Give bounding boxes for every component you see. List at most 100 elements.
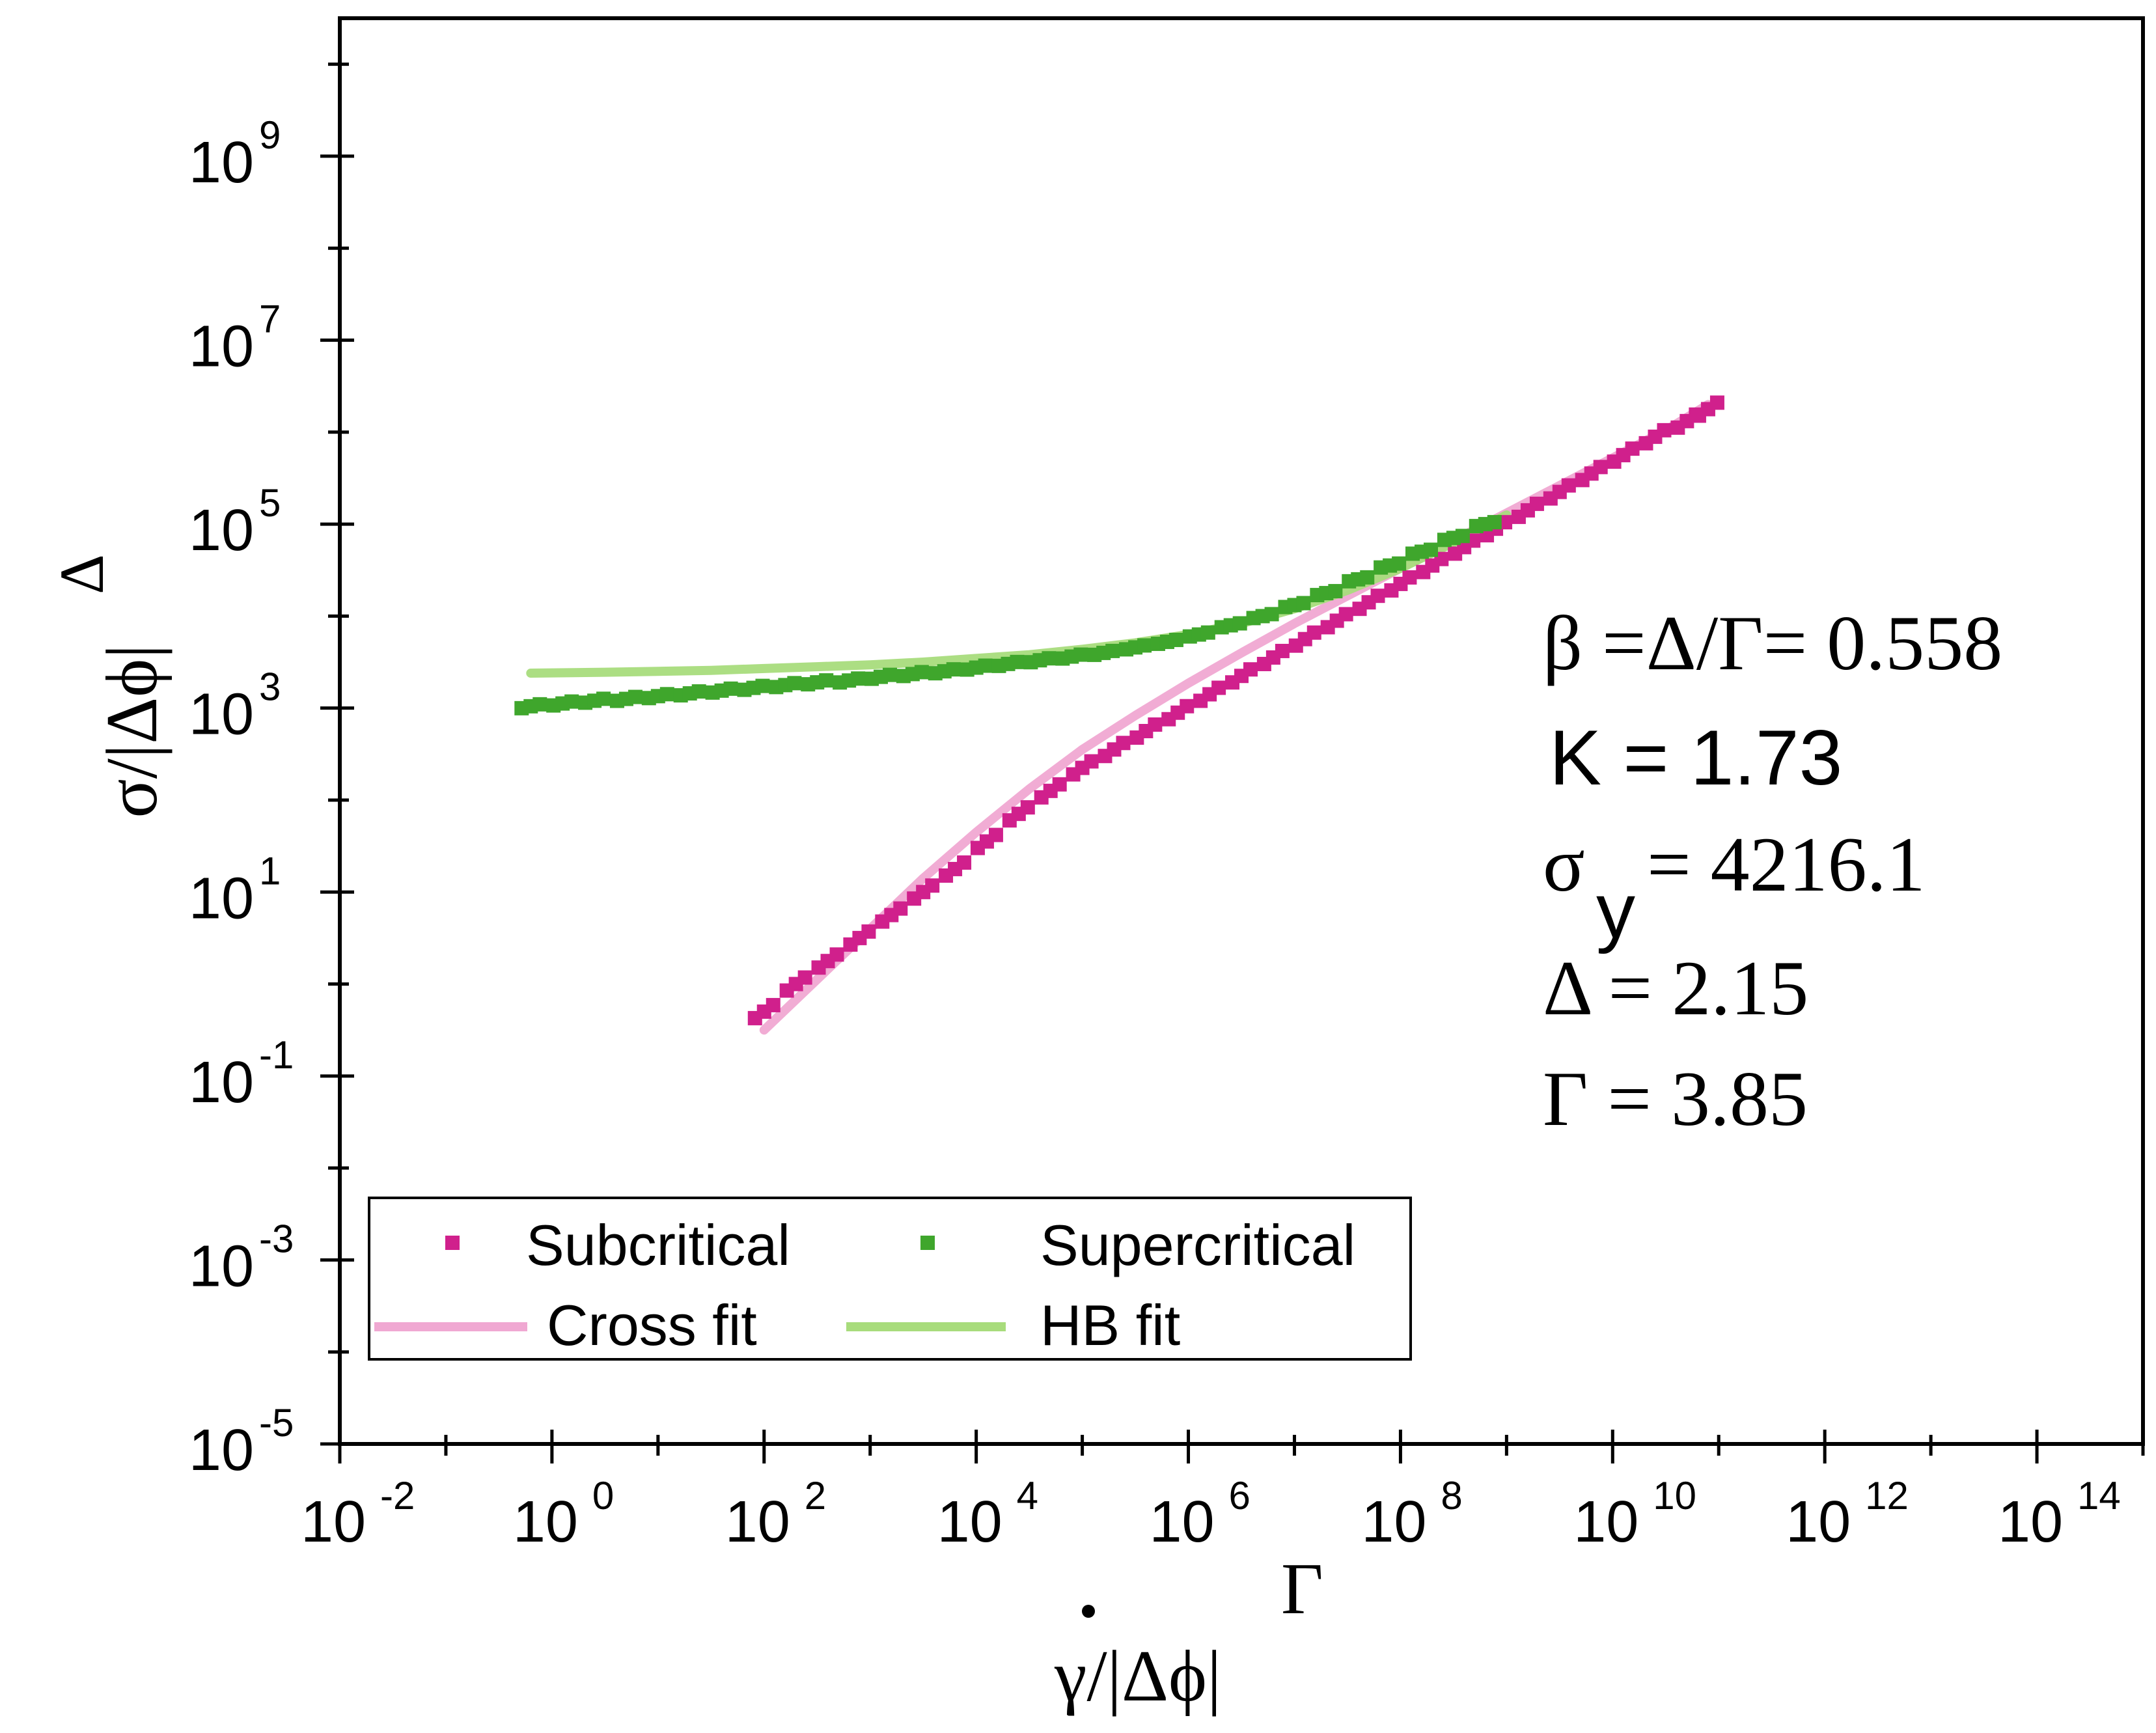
data-point	[1402, 570, 1417, 585]
y-axis-label-base: σ/|Δϕ|	[92, 644, 173, 818]
data-point	[1360, 570, 1375, 585]
fit-line-hb-fit	[526, 510, 1512, 678]
x-tick-label-exponent: 2	[805, 1474, 826, 1518]
data-point	[946, 662, 961, 677]
y-tick-label: 10	[189, 682, 254, 747]
y-tick-label-exponent: -3	[259, 1217, 294, 1260]
data-point	[1232, 616, 1247, 631]
y-tick-label-exponent: 1	[259, 849, 281, 893]
x-tick-label: 10	[937, 1490, 1002, 1555]
data-point	[1148, 717, 1163, 732]
annotation-sigma-value: = 4216.1	[1647, 821, 1926, 908]
data-point	[628, 689, 643, 704]
legend-label-hb-fit: HB fit	[1040, 1293, 1180, 1357]
data-point	[755, 678, 770, 693]
data-point	[564, 694, 579, 709]
data-point	[851, 671, 866, 686]
x-axis-label: γ/|Δϕ| Γ	[1054, 1549, 1323, 1717]
data-point	[1338, 607, 1353, 622]
data-point	[1561, 478, 1576, 493]
data-point	[1243, 662, 1258, 677]
data-point	[829, 947, 844, 962]
data-point	[1487, 515, 1502, 530]
y-tick-label: 10	[189, 866, 254, 931]
data-point	[1168, 632, 1183, 647]
data-point	[1211, 680, 1226, 695]
y-tick-label: 10	[189, 498, 254, 563]
annotation-sigma-symbol: σ	[1543, 821, 1585, 908]
data-point	[819, 673, 834, 688]
data-point	[1424, 542, 1438, 557]
x-tick-label-exponent: 10	[1653, 1474, 1696, 1518]
data-point	[532, 697, 547, 712]
x-axis-label-base: γ/|Δϕ|	[1054, 1636, 1221, 1717]
data-point	[1200, 625, 1215, 640]
x-tick-label-exponent: 14	[2077, 1474, 2121, 1518]
x-tick-label-exponent: -2	[380, 1474, 415, 1518]
data-point	[1275, 643, 1290, 658]
legend-marker-subcritical	[445, 1236, 460, 1250]
data-point	[1306, 625, 1321, 640]
plot-frame	[338, 16, 2145, 1446]
data-point	[1709, 395, 1724, 410]
y-tick-label-exponent: 3	[259, 665, 281, 709]
data-point	[1328, 584, 1343, 599]
data-point	[1180, 699, 1195, 714]
x-tick-label: 10	[1786, 1490, 1851, 1555]
data-point	[1105, 643, 1120, 658]
data-point	[1073, 647, 1088, 662]
y-axis-label-exponent: Δ	[47, 554, 117, 594]
x-tick-label: 10	[1573, 1490, 1638, 1555]
y-tick-label-exponent: 9	[259, 113, 281, 157]
y-tick-label: 10	[189, 1050, 254, 1115]
series-layer	[514, 395, 1724, 1035]
data-point	[1264, 607, 1279, 622]
data-point	[1084, 754, 1099, 769]
data-point	[659, 687, 674, 702]
y-tick-label-exponent: -1	[259, 1033, 294, 1077]
data-point	[1296, 596, 1311, 611]
x-tick-label-exponent: 12	[1865, 1474, 1909, 1518]
x-tick-label: 10	[725, 1490, 790, 1555]
data-point	[1042, 651, 1057, 666]
fit-parameters: β =Δ/Γ= 0.558 K = 1.73 σ y = 4216.1 Δ = …	[1543, 600, 2002, 1142]
data-point	[691, 684, 706, 699]
data-point	[1137, 638, 1152, 653]
y-tick-label: 10	[189, 130, 254, 195]
x-tick-label: 10	[1998, 1490, 2063, 1555]
data-point	[1593, 460, 1608, 475]
y-tick-label-exponent: -5	[259, 1401, 294, 1445]
data-point	[787, 676, 802, 691]
annotation-gamma: Γ = 3.85	[1543, 1055, 1808, 1142]
data-point	[861, 924, 876, 939]
data-point	[1116, 736, 1131, 751]
data-point	[1010, 654, 1025, 669]
y-tick-label: 10	[189, 1234, 254, 1299]
x-tick-label: 10	[301, 1490, 366, 1555]
legend-label-cross-fit: Cross fit	[547, 1293, 757, 1357]
data-point	[988, 827, 1003, 842]
data-point	[1392, 556, 1407, 571]
y-tick-label: 10	[189, 1418, 254, 1483]
data-point	[1657, 423, 1672, 437]
data-point	[883, 667, 897, 682]
data-point	[797, 970, 812, 985]
data-point	[1625, 441, 1640, 456]
data-point	[766, 997, 781, 1012]
x-axis-label-exponent: Γ	[1281, 1549, 1323, 1629]
data-point	[925, 878, 940, 893]
legend: Subcritical Supercritical Cross fit HB f…	[368, 1197, 1412, 1361]
y-tick-label-exponent: 5	[259, 481, 281, 525]
data-point	[914, 665, 929, 680]
series-subcritical	[747, 395, 1724, 1025]
x-tick-label-exponent: 6	[1229, 1474, 1251, 1518]
x-tick-label: 10	[1361, 1490, 1426, 1555]
annotation-beta: β =Δ/Γ= 0.558	[1543, 600, 2002, 686]
data-point	[978, 658, 993, 673]
series-supercritical	[514, 515, 1502, 715]
legend-marker-supercritical	[920, 1236, 935, 1250]
x-tick-label-exponent: 4	[1017, 1474, 1038, 1518]
annotation-sigma-subscript: y	[1596, 867, 1635, 954]
data-point	[893, 901, 908, 916]
